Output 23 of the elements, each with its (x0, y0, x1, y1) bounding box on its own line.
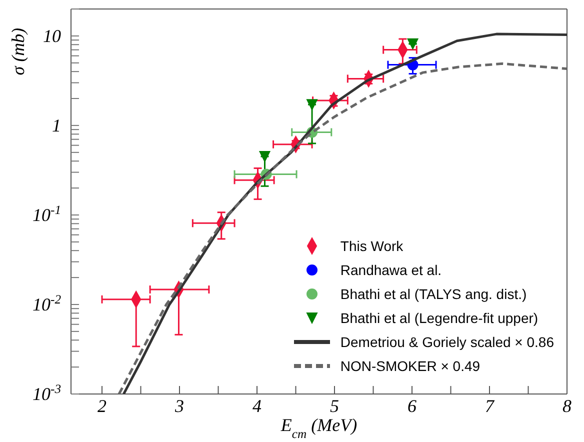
x-axis-title: E$_{cm}$ (MeV) (280, 415, 358, 441)
y-axis-title: σ (mb) (8, 28, 28, 76)
legend-label: Bhathi et al (Legendre-fit upper) (340, 310, 538, 326)
y-tick-label: 10$^{-2}$ (32, 292, 62, 314)
x-tick-label: 3 (174, 396, 184, 416)
legend-label: NON-SMOKER × 0.49 (340, 358, 480, 374)
x-tick-label: 4 (252, 396, 262, 416)
y-tick-label: 1 (52, 115, 61, 136)
legend-label: This Work (340, 238, 404, 254)
point (407, 38, 418, 50)
y-tick-label: 10 (43, 26, 61, 46)
x-tick-label: 6 (408, 396, 416, 416)
legend-label: Demetriou & Goriely scaled × 0.86 (340, 334, 554, 350)
y-tick-label: 10$^{-1}$ (32, 202, 61, 225)
legend-label: Bhathi et al (TALYS ang. dist.) (340, 286, 527, 302)
legend-label: Randhawa et al. (340, 262, 442, 278)
x-tick-label: 5 (330, 396, 339, 416)
point (259, 151, 270, 162)
x-tick-label: 2 (98, 396, 106, 416)
x-tick-label: 8 (562, 396, 572, 416)
x-tick-label: 7 (485, 396, 495, 416)
y-tick-label: 10$^{-3}$ (32, 382, 61, 404)
point (306, 99, 318, 110)
